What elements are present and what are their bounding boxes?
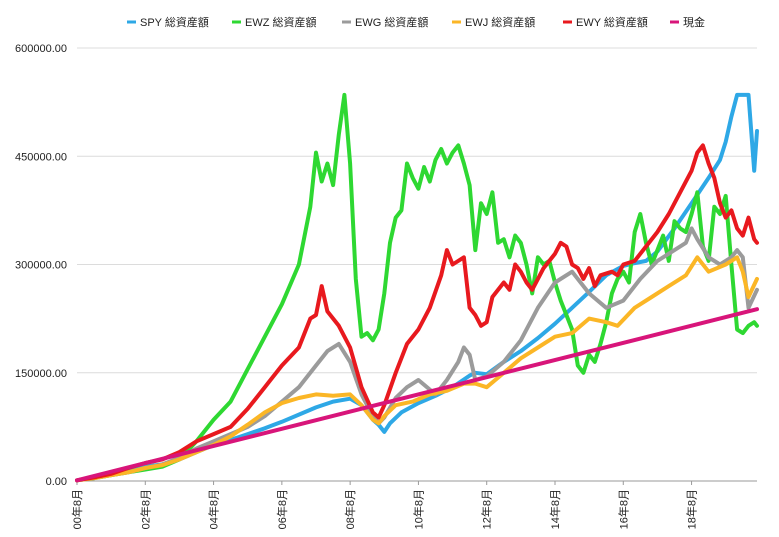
chart-series xyxy=(75,92,759,483)
y-tick-label: 150000.00 xyxy=(15,368,67,380)
y-tick-label: 600000.00 xyxy=(15,43,67,55)
x-tick-label: 06年8月 xyxy=(275,489,289,529)
x-tick-label: 00年8月 xyxy=(70,489,84,529)
legend-label: EWG 総資産額 xyxy=(355,15,428,29)
x-tick-label: 02年8月 xyxy=(138,489,152,529)
series-line xyxy=(75,226,759,483)
series-line xyxy=(75,92,759,483)
legend-label: EWZ 総資産額 xyxy=(245,15,317,29)
legend-label: EWJ 総資産額 xyxy=(465,15,535,29)
legend-label: EWY 総資産額 xyxy=(576,15,648,29)
x-axis-ticks: 00年8月 02年8月 04年8月 06年8月 08年8月 10年8月 12年8月 14年8月… xyxy=(70,481,699,529)
y-tick-label: 300000.00 xyxy=(15,260,67,272)
y-tick-label: 0.00 xyxy=(46,476,67,488)
x-tick-label: 12年8月 xyxy=(480,489,494,529)
x-tick-label: 04年8月 xyxy=(207,489,221,529)
y-tick-label: 450000.00 xyxy=(15,151,67,163)
x-tick-label: 08年8月 xyxy=(343,489,357,529)
series-line xyxy=(75,307,759,483)
y-axis-ticks: 0.00 150000.00 300000.00 450000.00 600000.00 xyxy=(15,43,67,488)
x-tick-label: 18年8月 xyxy=(685,489,699,529)
x-tick-label: 10年8月 xyxy=(411,489,425,529)
series-line xyxy=(75,92,759,483)
x-tick-label: 16年8月 xyxy=(616,489,630,529)
chart-legend: SPY 総資産額 EWZ 総資産額 EWG 総資産額 EWJ 総資産額 EWY 総資産額… xyxy=(127,15,705,29)
legend-label: 現金 xyxy=(683,15,705,29)
legend-label: SPY 総資産額 xyxy=(140,15,209,29)
x-tick-label: 14年8月 xyxy=(548,489,562,529)
series-line xyxy=(75,255,759,483)
chart-gridlines xyxy=(77,47,757,482)
series-line xyxy=(75,143,759,483)
